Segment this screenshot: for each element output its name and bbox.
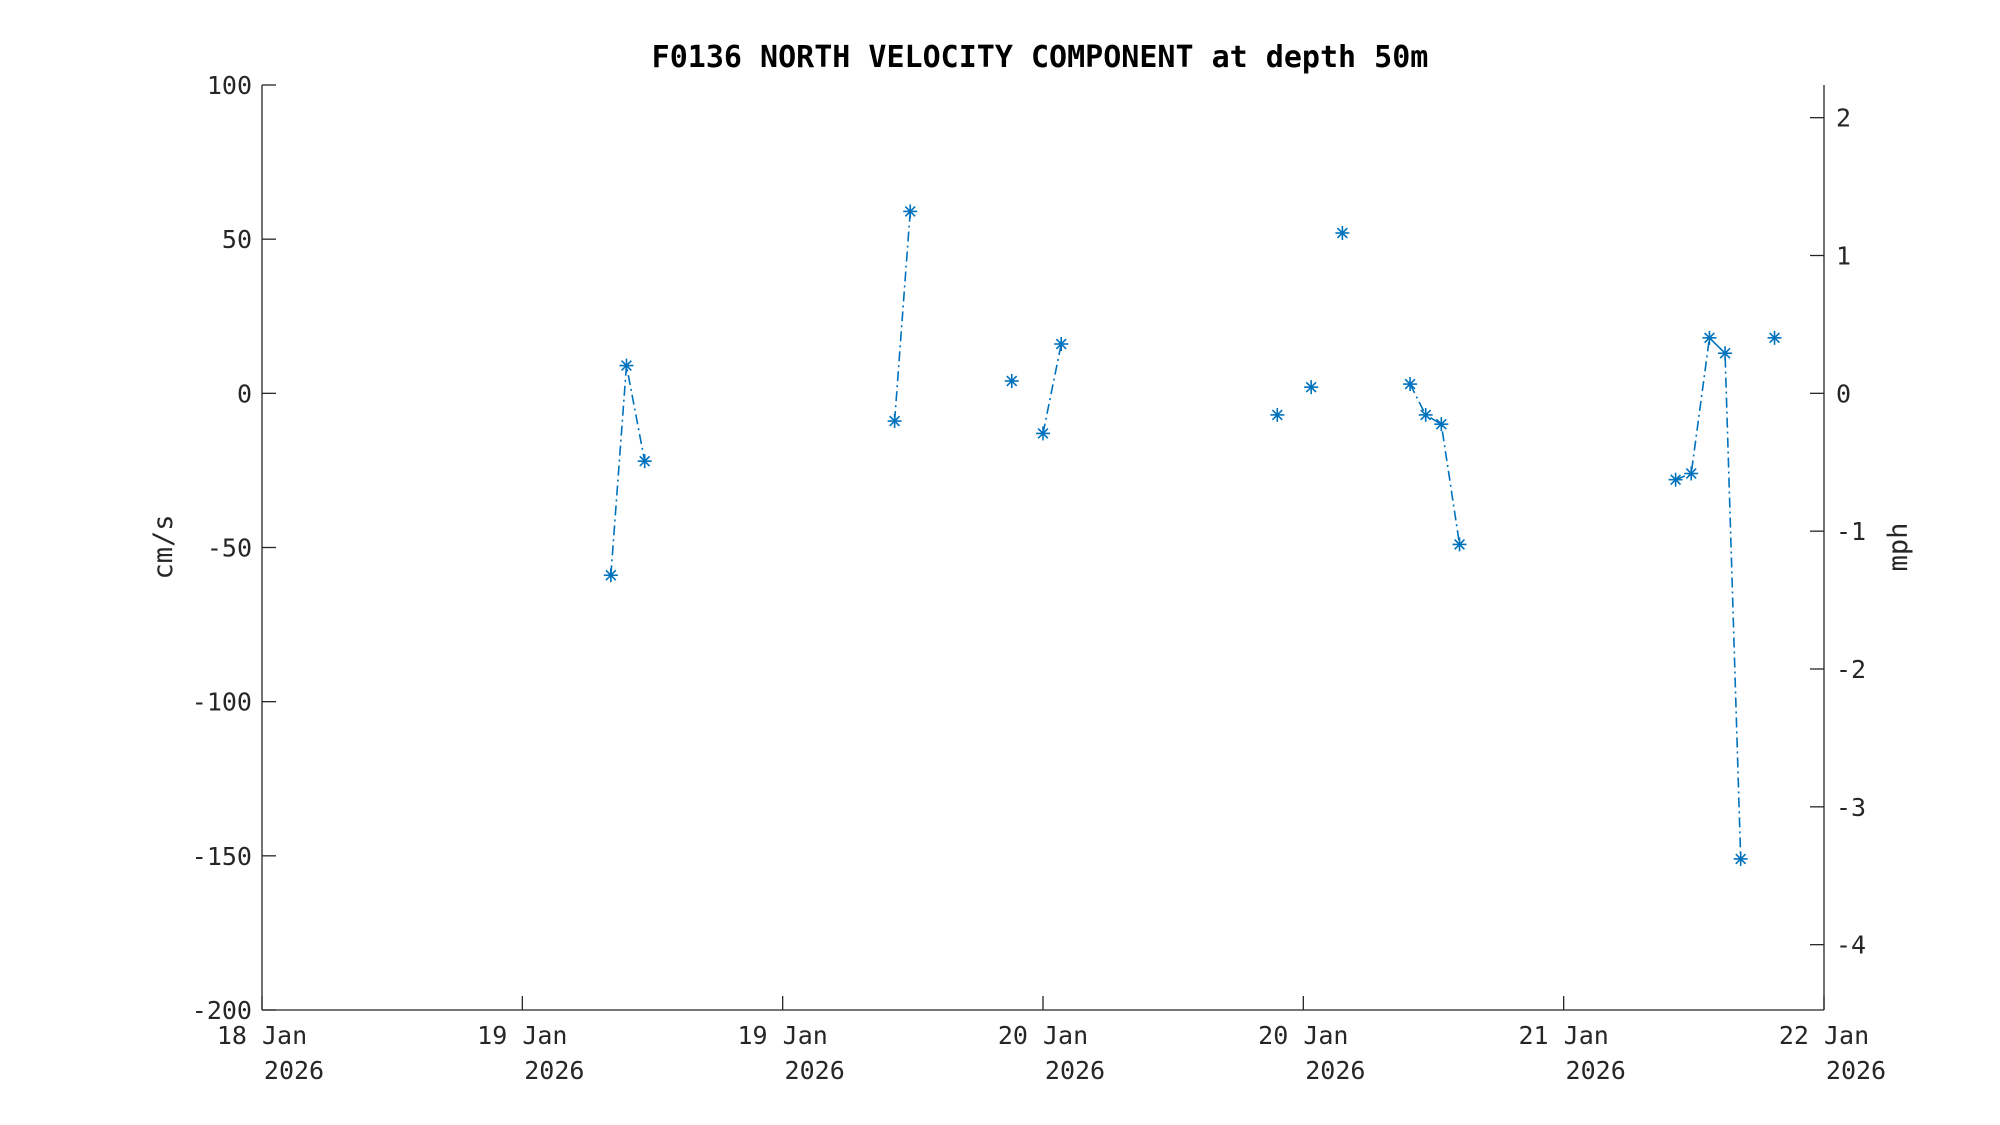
y-ticks: 100 50 0 -50 -100 -150 -200 [192,71,276,1025]
data-point-19 [1733,851,1748,866]
x-tick-label-5: 21 Jan [1519,1021,1609,1050]
series-line-segment-0 [610,365,646,576]
data-point-5 [1004,374,1019,388]
data-point-0 [603,568,618,583]
x-ticks: 18 Jan 2026 19 Jan 2026 19 Jan 2026 20 Jan 2026… [217,996,1886,1085]
y-tick-label-3: -50 [207,534,252,563]
axes [261,85,1825,1011]
data-point-6 [1036,426,1050,441]
data-point-4 [903,204,918,219]
x-tick-year-5: 2026 [1566,1056,1626,1085]
data-point-11 [1403,377,1418,392]
data-point-10 [1335,226,1350,240]
data-point-2 [637,454,652,469]
y-tick-label-6: -200 [192,996,252,1025]
data-point-14 [1452,537,1467,552]
x-tick-label-6: 22 Jan [1779,1021,1869,1050]
series-line-segment-1 [893,211,912,422]
y-right-tick-label-0: 2 [1836,104,1851,133]
y-right-tick-label-6: -4 [1836,931,1866,960]
data-point-13 [1434,417,1449,432]
y-tick-label-5: -150 [192,842,252,871]
series-layer [603,204,1782,866]
x-tick-year-4: 2026 [1305,1056,1365,1085]
x-tick-label-4: 20 Jan [1258,1021,1348,1050]
x-tick-year-0: 2026 [264,1056,324,1085]
y-tick-label-4: -100 [192,688,252,717]
data-point-9 [1304,380,1319,395]
chart-title: F0136 NORTH VELOCITY COMPONENT at depth … [652,40,1429,75]
x-tick-label-1: 19 Jan [477,1021,567,1050]
y-right-tick-label-1: 1 [1836,241,1851,270]
data-point-16 [1684,466,1699,481]
series-line-segment-3 [1042,343,1063,434]
data-point-3 [887,414,902,429]
x-tick-label-3: 20 Jan [998,1021,1088,1050]
y-axis-label-left: cm/s [148,514,179,579]
y-tick-label-2: 0 [237,379,252,408]
y-tick-label-1: 50 [222,225,252,254]
data-point-15 [1668,472,1683,487]
x-tick-year-6: 2026 [1826,1056,1886,1085]
x-tick-year-3: 2026 [1045,1056,1105,1085]
series-line-segment-7 [1409,383,1461,545]
data-point-17 [1702,330,1717,345]
x-tick-label-0: 18 Jan [217,1021,307,1050]
y-axis-label-right: mph [1883,523,1914,572]
y-ticks-right: 2 1 0 -1 -2 -3 -4 [1810,104,1866,960]
data-point-18 [1718,346,1733,361]
y-tick-label-0: 100 [207,71,252,100]
data-point-1 [619,358,634,373]
y-right-tick-label-5: -3 [1836,793,1866,822]
data-point-8 [1270,407,1285,422]
series-line-segment-8 [1675,336,1742,859]
data-point-12 [1418,407,1433,422]
y-right-tick-label-4: -2 [1836,655,1866,684]
y-right-tick-label-3: -1 [1836,517,1866,546]
data-point-7 [1054,337,1069,351]
x-tick-label-2: 19 Jan [738,1021,828,1050]
x-tick-year-1: 2026 [524,1056,584,1085]
y-right-tick-label-2: 0 [1836,379,1851,408]
x-tick-year-2: 2026 [785,1056,845,1085]
data-point-20 [1767,330,1782,345]
